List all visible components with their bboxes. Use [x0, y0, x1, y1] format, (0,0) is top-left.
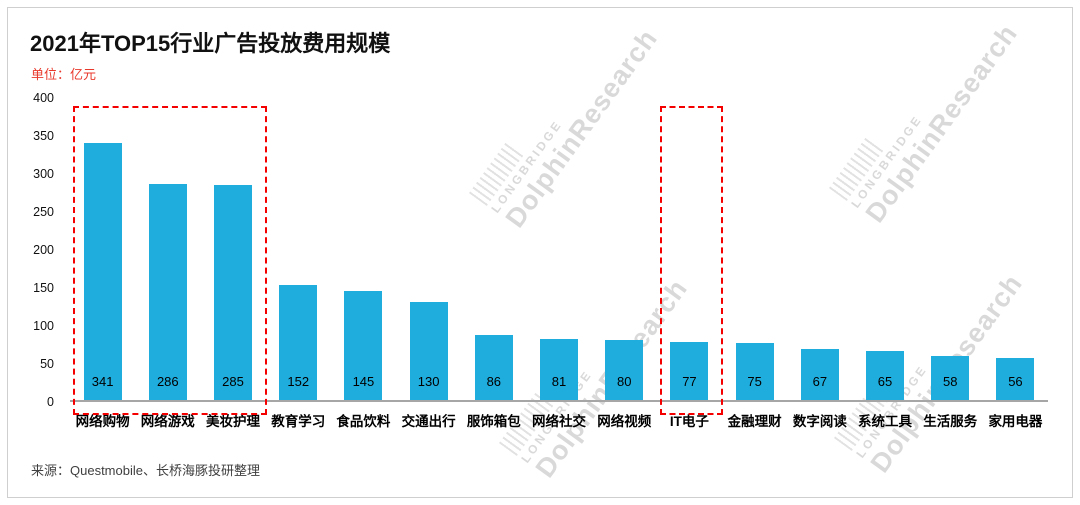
bar: [735, 343, 774, 400]
unit-label: 单位：亿元: [31, 67, 97, 82]
x-axis-label: 网络购物: [75, 414, 130, 429]
bar: [148, 184, 187, 400]
bar: [474, 335, 513, 400]
bar: [605, 339, 644, 400]
bar-value-label: 77: [682, 374, 697, 389]
x-axis-label: 网络视频: [597, 414, 652, 429]
bar-value-label: 67: [812, 374, 828, 389]
bar-value-label: 81: [551, 374, 567, 389]
bar-column: 67 数字阅读: [787, 98, 852, 429]
bar: [540, 338, 579, 400]
bar-column: 81 网络社交: [526, 98, 591, 429]
bar: [931, 356, 970, 400]
x-axis-label: 交通出行: [401, 414, 456, 429]
bar-value-label: 75: [747, 374, 762, 389]
y-tick-label: 100: [33, 319, 54, 333]
bar-column: 65 系统工具: [852, 98, 917, 429]
bar-value-label: 130: [417, 374, 440, 389]
x-axis-label: 网络游戏: [140, 414, 195, 429]
source-note: 来源：Questmobile、长桥海豚投研整理: [31, 463, 260, 478]
x-axis-label: 金融理财: [727, 414, 782, 429]
bar-column: 86 服饰箱包: [461, 98, 526, 429]
bar-column: 286 网络游戏: [135, 98, 200, 429]
x-axis-label: 食品饮料: [336, 414, 391, 429]
bar-value-label: 145: [352, 374, 375, 389]
bar-value-label: 56: [1008, 374, 1023, 389]
y-axis: 0 50 100 150 200 250 300 350 400: [8, 91, 60, 409]
x-axis-label: 教育学习: [271, 414, 326, 429]
bar: [996, 357, 1035, 400]
bar: [344, 290, 383, 400]
bar-column: 56 家用电器: [983, 98, 1048, 429]
y-tick-label: 400: [33, 91, 54, 105]
plot-area: 341 网络购物 286 网络游戏 285 美妆护理 152 教育学习 145 食品饮料 130 交通…: [70, 98, 1048, 429]
x-axis-label: 生活服务: [923, 414, 978, 429]
bar-value-label: 80: [616, 374, 632, 389]
bar-column: 77 IT电子: [657, 98, 722, 429]
y-tick-label: 0: [47, 395, 54, 409]
y-tick-label: 50: [40, 357, 54, 371]
bar-value-label: 285: [222, 374, 244, 389]
bar-column: 341 网络购物: [70, 98, 135, 429]
bar-chart: 0 50 100 150 200 250 300 350 400 341 网络购物 286 网络游戏 2…: [8, 8, 1072, 497]
bar-value-label: 65: [877, 374, 893, 389]
x-axis-label: 数字阅读: [792, 414, 847, 429]
bar-value-label: 58: [943, 374, 958, 389]
y-tick-label: 300: [33, 167, 54, 181]
y-tick-label: 150: [33, 281, 54, 295]
chart-title: 2021年TOP15行业广告投放费用规模: [30, 31, 391, 56]
y-tick-label: 250: [33, 205, 54, 219]
x-axis-label: 美妆护理: [206, 414, 260, 429]
bar-value-label: 86: [486, 374, 502, 389]
bar-value-label: 152: [287, 374, 310, 389]
bar: [670, 341, 709, 400]
bar-value-label: 286: [156, 374, 179, 389]
bar: [800, 349, 839, 400]
x-axis-label: 家用电器: [988, 414, 1043, 429]
bar: [214, 184, 252, 400]
bar: [409, 301, 448, 400]
bar: [279, 285, 318, 400]
bar-column: 145 食品饮料: [331, 98, 396, 429]
y-tick-label: 350: [33, 129, 54, 143]
bar-column: 75 金融理财: [722, 98, 787, 429]
bar-column: 152 教育学习: [266, 98, 331, 429]
bar-column: 285 美妆护理: [200, 98, 265, 429]
y-tick-label: 200: [33, 243, 54, 257]
chart-frame: LONGBRIDGE DolphinResearch LONGBRIDGE Do…: [7, 7, 1073, 498]
bar: [83, 142, 122, 400]
bar-column: 130 交通出行: [396, 98, 461, 429]
x-axis-label: IT电子: [669, 414, 709, 429]
bar-column: 80 网络视频: [592, 98, 657, 429]
bar-value-label: 341: [91, 374, 114, 389]
bar-column: 58 生活服务: [918, 98, 983, 429]
